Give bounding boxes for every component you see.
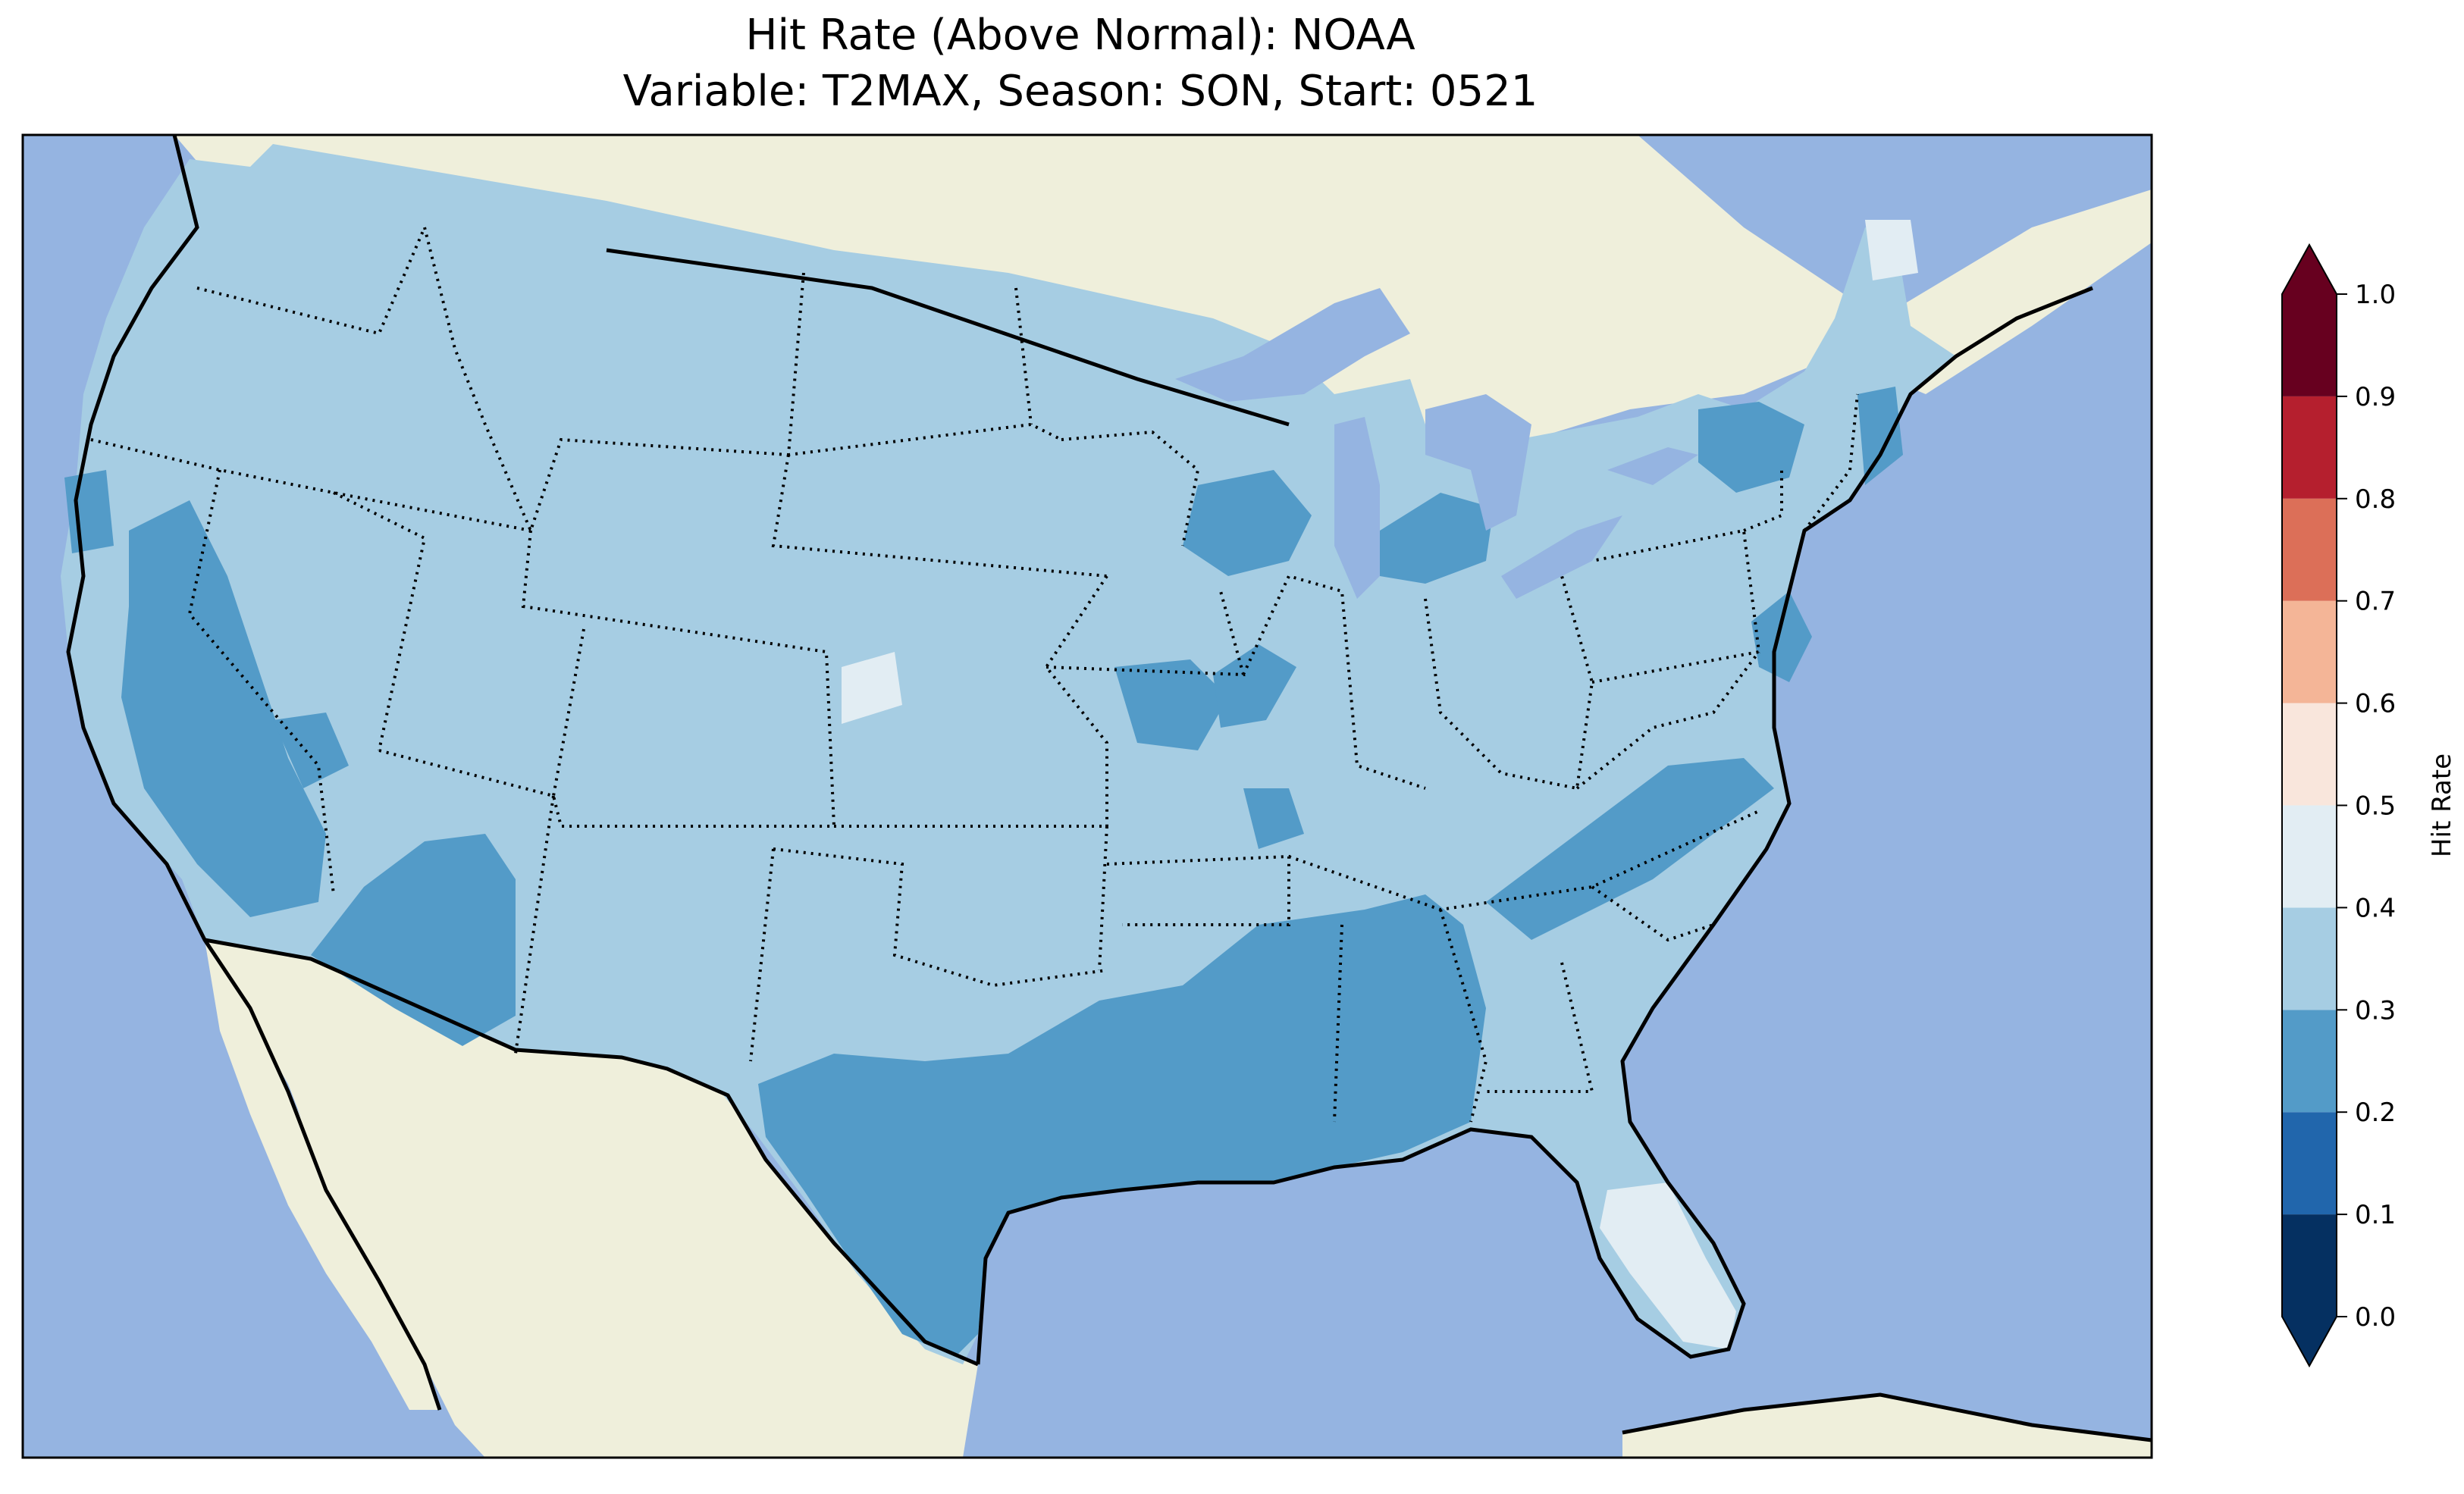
new-england-region — [1857, 387, 1903, 485]
colorbar-tick-label: 0.9 — [2355, 382, 2396, 412]
colorbar-tick-label: 0.7 — [2355, 587, 2396, 617]
carolinas-virginia-region — [1486, 758, 1774, 940]
map-frame — [21, 133, 2153, 1459]
lake-erie — [1501, 515, 1622, 599]
new-york-region — [1698, 402, 1804, 493]
colorbar-tick-label: 0.5 — [2355, 791, 2396, 822]
florida-peninsula-region — [1600, 1182, 1736, 1349]
colorbar-segment — [2282, 1214, 2337, 1317]
arkansas-region — [1243, 788, 1304, 849]
map-title-line-1: Hit Rate (Above Normal): NOAA — [745, 11, 1415, 60]
colorbar-tick-label: 0.1 — [2355, 1200, 2396, 1230]
western-kansas-region — [842, 652, 902, 724]
colorbar-tick-label: 1.0 — [2355, 280, 2396, 310]
texas-gulf-region — [758, 894, 1486, 1357]
colorbar-segment — [2282, 1010, 2337, 1113]
state-borders — [90, 227, 1859, 1123]
mexico-land — [205, 940, 978, 1458]
colorbar-segment — [2282, 498, 2337, 601]
colorbar-tick-label: 0.8 — [2355, 484, 2396, 515]
northern-maine-region — [1865, 220, 1918, 280]
colorbar-label: Hit Rate — [2427, 753, 2457, 857]
nevada-region — [273, 713, 349, 788]
coastlines — [66, 134, 2152, 1442]
colorbar-segment — [2282, 703, 2337, 806]
map-title-line-2: Variable: T2MAX, Season: SON, Start: 052… — [622, 67, 1538, 116]
lake-superior — [1175, 288, 1410, 402]
baja-california-land — [205, 940, 440, 1410]
colorbar-tick-label: 0.0 — [2355, 1302, 2396, 1333]
colorbar-segment — [2282, 294, 2337, 396]
california-central-valley-region — [121, 500, 326, 917]
hit-rate-band-0.2-0.3 — [64, 387, 1903, 1357]
colorbar-segment — [2282, 600, 2337, 703]
chesapeake-delaware-region — [1751, 591, 1812, 682]
southwest-arizona-region — [311, 834, 516, 1046]
colorbar-segment — [2282, 396, 2337, 499]
illinois-region — [1213, 644, 1296, 728]
hit-rate-band-0.4-0.5 — [842, 220, 1918, 1349]
wisconsin-region — [1183, 470, 1312, 576]
colorbar-tick-label: 0.2 — [2355, 1098, 2396, 1128]
lake-ontario — [1607, 447, 1698, 485]
colorbar-segment — [2282, 907, 2337, 1010]
colorbar-tick-label: 0.6 — [2355, 689, 2396, 719]
colorbar-extend-min — [2282, 1317, 2337, 1366]
michigan-region — [1380, 493, 1494, 584]
lake-michigan — [1334, 417, 1380, 599]
lake-huron — [1425, 394, 1531, 531]
missouri-ozarks-region — [1114, 659, 1228, 750]
colorbar-segment — [2282, 805, 2337, 908]
colorbar-tick-label: 0.4 — [2355, 893, 2396, 923]
colorbar-extend-max — [2282, 245, 2337, 294]
colorbar-segment — [2282, 1112, 2337, 1215]
great-lakes — [1175, 288, 1698, 599]
colorbar-tick-label: 0.3 — [2355, 995, 2396, 1026]
